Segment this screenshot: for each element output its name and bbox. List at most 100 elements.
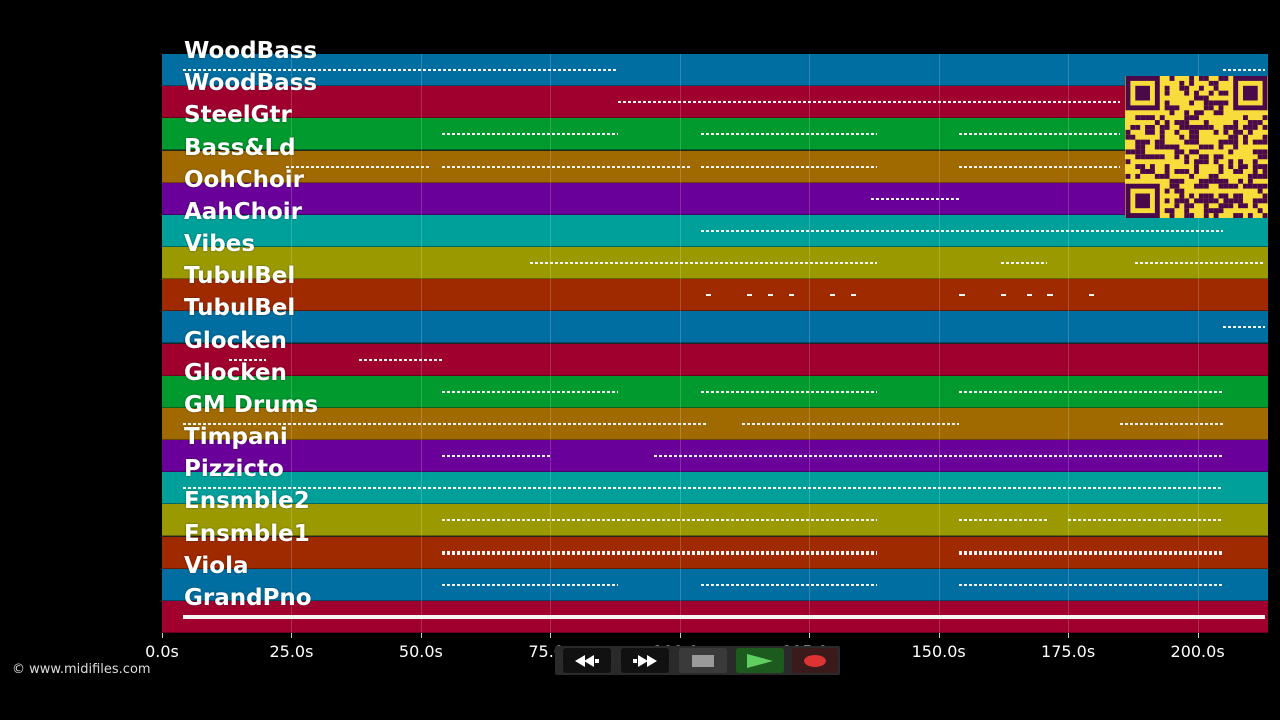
note-segment [441,550,701,555]
track-label: WoodBass [184,70,318,97]
play-button[interactable] [736,648,784,673]
qr-module [1198,124,1204,130]
fast-forward-button[interactable] [621,648,669,673]
qr-module [1243,85,1258,101]
note-segment [441,133,618,136]
qr-module [1164,124,1170,130]
track-label: Ensmble1 [184,520,310,547]
note-segment [959,133,1120,136]
qr-module [1243,134,1248,140]
qr-module [1145,115,1150,121]
qr-module [1184,169,1190,174]
qr-module [1203,100,1209,106]
qr-module [1189,203,1195,209]
qr-module [1218,164,1224,170]
qr-module [1194,95,1199,101]
qr-module [1252,203,1258,209]
rewind-button[interactable] [563,648,611,673]
qr-module [1228,124,1234,130]
tick-mark [938,633,940,638]
qr-module [1164,169,1170,174]
qr-module [1135,115,1141,121]
qr-module [1164,164,1170,170]
note-segment [358,358,442,361]
qr-module [1184,198,1190,204]
qr-module [1228,139,1234,145]
qr-module [1135,193,1150,209]
qr-module [1223,100,1229,106]
qr-module [1213,198,1219,204]
qr-module [1194,164,1199,170]
qr-module [1154,154,1160,160]
qr-module [1208,80,1214,86]
track-label: SteelGtr [184,102,292,129]
qr-module [1184,85,1190,91]
note-segment [700,583,877,586]
qr-module [1164,120,1170,125]
note-segment [871,197,960,200]
qr-module [1262,183,1268,189]
qr-module [1218,90,1224,96]
qr-module [1184,154,1190,160]
qr-module [1262,134,1268,140]
qr-module [1233,213,1239,218]
qr-module [1145,154,1150,160]
qr-module [1198,144,1204,150]
track-label: Pizzicto [184,456,284,483]
qr-module [1203,144,1209,150]
note-segment [700,390,877,393]
qr-module [1189,173,1195,179]
qr-module [1252,139,1258,145]
qr-module [1243,183,1248,189]
qr-module [1213,80,1219,86]
qr-module [1154,120,1160,125]
qr-module [1135,164,1141,170]
qr-module [1149,169,1155,174]
note-segment [741,422,960,425]
qr-module [1233,129,1239,135]
qr-module [1218,100,1224,106]
qr-module [1194,169,1199,174]
qr-module [1208,208,1214,214]
qr-module [1198,154,1204,160]
qr-module [1135,85,1150,101]
qr-module [1257,139,1263,145]
note-segment [286,165,432,168]
qr-module [1218,105,1224,111]
note-segment [700,229,1224,232]
qr-module [1218,154,1224,160]
qr-module [1213,173,1219,179]
qr-module [1164,173,1170,179]
qr-module [1247,124,1253,130]
qr-module [1208,173,1214,179]
note-segment [529,262,877,265]
qr-module [1189,115,1195,121]
qr-module [1198,110,1204,116]
qr-module [1159,129,1165,135]
tick-mark [420,633,422,638]
qr-module [1233,139,1239,145]
tick-mark [291,633,293,638]
tick-label: 25.0s [269,642,314,661]
note-segment [850,294,856,297]
qr-module [1218,183,1224,189]
tick-mark [550,633,552,638]
qr-module [1228,134,1234,140]
track-label: Bass&Ld [184,134,296,161]
tick-mark [1068,633,1070,638]
record-button[interactable] [792,648,838,673]
tick-mark [162,633,163,638]
qr-module [1164,188,1170,194]
qr-module [1243,203,1248,209]
qr-module [1198,159,1204,165]
qr-module [1208,193,1214,199]
qr-module [1194,129,1199,135]
qr-module [1223,183,1229,189]
qr-module [1194,198,1199,204]
qr-module [1257,173,1263,179]
qr-module [1213,110,1219,116]
copyright-text: © www.midifiles.com [12,662,151,677]
stop-button[interactable] [679,648,727,673]
qr-module [1233,134,1239,140]
qr-module [1179,149,1185,155]
